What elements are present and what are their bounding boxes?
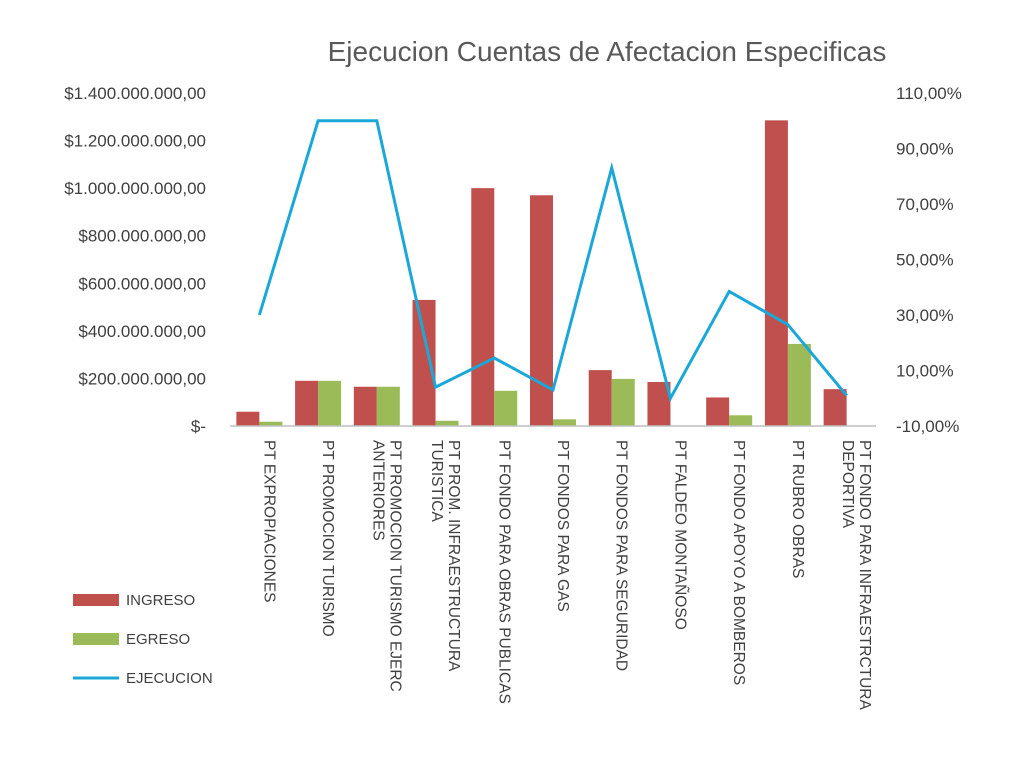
category-label: PT FONDOS PARA SEGURIDAD — [613, 440, 630, 671]
category-label: PT RUBRO OBRAS — [789, 440, 806, 578]
right-tick-label: 10,00% — [896, 362, 954, 381]
egreso-bar — [494, 390, 518, 426]
category-label: PT FONDO PARA OBRAS PUBLICAS — [495, 440, 512, 704]
egreso-bar — [787, 343, 811, 426]
category-label: DEPORTIVA — [839, 440, 856, 529]
right-tick-label: 90,00% — [896, 140, 954, 159]
category-label: PT FONDO PARA INFRAESTRCTURA — [856, 440, 873, 711]
egreso-bar — [435, 420, 459, 426]
left-tick-label: $1.400.000.000,00 — [64, 84, 206, 103]
ingreso-bar — [295, 380, 319, 426]
category-label: PT FONDOS PARA GAS — [554, 440, 571, 612]
left-tick-label: $800.000.000,00 — [78, 227, 206, 246]
left-tick-label: $400.000.000,00 — [78, 322, 206, 341]
category-label: PT PROMOCION TURISMO — [319, 440, 336, 637]
right-tick-label: 70,00% — [896, 195, 954, 214]
egreso-bar — [318, 380, 342, 426]
category-label: PT EXPROPIACIONES — [260, 440, 277, 603]
category-label: TURISTICA — [428, 440, 445, 522]
ingreso-bar — [764, 120, 788, 426]
ingreso-legend-swatch — [73, 594, 119, 606]
legend: INGRESO EGRESO EJECUCION — [73, 592, 213, 687]
left-tick-label: $600.000.000,00 — [78, 274, 206, 293]
ingreso-bar — [353, 386, 377, 426]
left-tick-label: $200.000.000,00 — [78, 369, 206, 388]
right-tick-label: 50,00% — [896, 251, 954, 270]
ingreso-bar — [588, 370, 612, 426]
ingreso-legend-label: INGRESO — [126, 592, 195, 609]
left-tick-label: $- — [191, 417, 206, 436]
line-series — [257, 119, 848, 403]
egreso-bar — [376, 386, 400, 426]
egreso-bar — [729, 415, 753, 426]
category-labels: PT EXPROPIACIONES PT PROMOCION TURISMO PT … — [260, 440, 873, 711]
bar-series — [236, 120, 847, 426]
ingreso-bar — [236, 411, 260, 426]
ingreso-bar — [706, 397, 730, 426]
left-axis-ticks: $- $200.000.000,00 $400.000.000,00 $600.000… — [64, 84, 206, 436]
right-tick-label: 30,00% — [896, 306, 954, 325]
chart-title: Ejecucion Cuentas de Afectacion Especifi… — [328, 36, 887, 67]
left-tick-label: $1.000.000.000,00 — [64, 179, 206, 198]
category-label: PT PROM. INFRAESTRUCTURA — [445, 440, 462, 672]
category-label: PT FALDEO MONTAÑOSO — [671, 440, 688, 630]
egreso-legend-swatch — [73, 633, 119, 645]
right-tick-label: -10,00% — [896, 417, 959, 436]
egreso-bar — [611, 378, 635, 426]
ingreso-bar — [823, 389, 847, 426]
left-tick-label: $1.200.000.000,00 — [64, 132, 206, 151]
right-axis-ticks: -10,00% 10,00% 30,00% 50,00% 70,00% 90,00% 110… — [896, 84, 962, 436]
ingreso-bar — [412, 299, 436, 426]
category-label: ANTERIORES — [369, 440, 386, 541]
ingreso-bar — [647, 381, 671, 426]
egreso-bar — [553, 419, 576, 426]
right-tick-label: 110,00% — [896, 84, 962, 103]
category-label: PT FONDO APOYO A BOMBEROS — [730, 440, 747, 685]
category-label: PT PROMOCION TURISMO EJERC — [386, 440, 403, 692]
ejecucion-legend-label: EJECUCION — [126, 670, 213, 687]
egreso-legend-label: EGRESO — [126, 631, 190, 648]
ingreso-bar — [471, 188, 495, 426]
egreso-bar — [259, 421, 283, 426]
ejecucion-line — [257, 119, 848, 403]
ingreso-bar — [530, 195, 553, 426]
